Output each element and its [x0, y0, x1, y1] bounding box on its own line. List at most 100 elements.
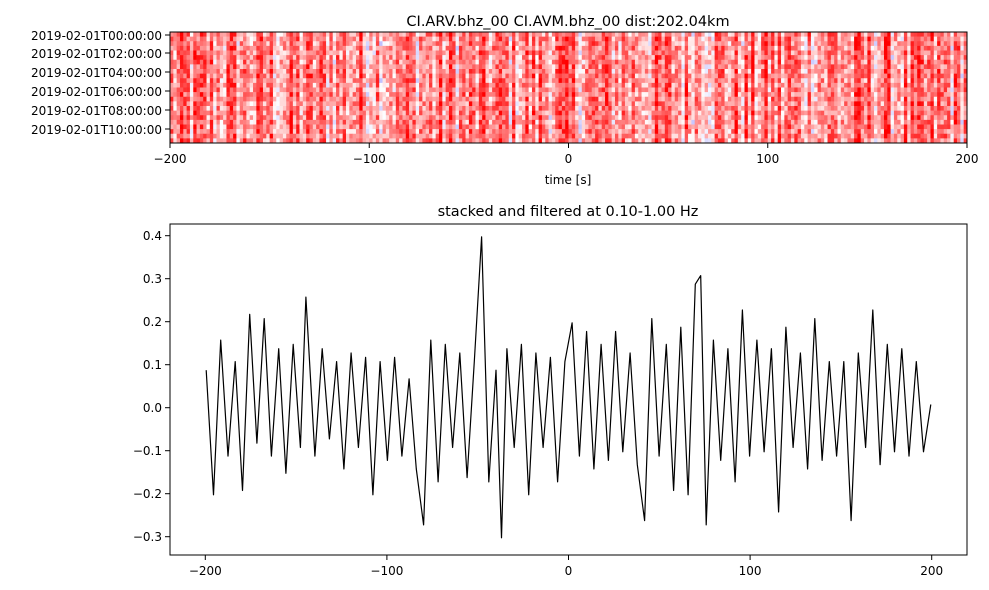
heatmap-cell — [276, 87, 280, 93]
heatmap-cell — [654, 55, 659, 61]
heatmap-cell — [678, 59, 682, 65]
heatmap-cell — [575, 106, 579, 111]
heatmap-cell — [900, 55, 905, 61]
heatmap-cell — [628, 32, 632, 37]
heatmap-cell — [551, 45, 556, 51]
heatmap-cell — [874, 50, 878, 56]
heatmap-cell — [661, 45, 666, 51]
heatmap-cell — [199, 124, 204, 130]
heatmap-cell — [850, 96, 855, 102]
heatmap-cell — [834, 119, 838, 125]
heatmap-cell — [834, 106, 838, 111]
heatmap-cell — [644, 73, 649, 79]
heatmap-cell — [611, 55, 616, 61]
heatmap-cell — [957, 41, 961, 47]
heatmap-cell — [495, 106, 500, 111]
heatmap-cell — [864, 110, 868, 116]
heatmap-cell — [595, 55, 599, 61]
heatmap-cell — [249, 106, 254, 111]
heatmap-cell — [628, 45, 632, 51]
heatmap-cell — [505, 119, 510, 125]
heatmap-cell — [618, 82, 622, 88]
heatmap-cell — [259, 69, 264, 74]
heatmap-cell — [243, 32, 247, 37]
heatmap-cell — [953, 92, 958, 98]
heatmap-cell — [548, 115, 553, 121]
heatmap-cell — [389, 69, 393, 74]
heatmap-cell — [840, 101, 845, 107]
heatmap-cell — [365, 59, 370, 65]
heatmap-cell — [409, 50, 413, 56]
heatmap-cell — [239, 69, 244, 74]
heatmap-cell — [329, 115, 334, 121]
heatmap-cell — [571, 82, 576, 88]
heatmap-cell — [292, 96, 297, 102]
heatmap-cell — [276, 32, 280, 37]
heatmap-cell — [864, 96, 868, 102]
heatmap-cell — [422, 78, 426, 84]
heatmap-cell — [595, 106, 599, 111]
heatmap-cell — [296, 64, 300, 70]
heatmap-cell — [259, 64, 264, 70]
heatmap-cell — [422, 96, 426, 102]
heatmap-cell — [864, 36, 868, 42]
heatmap-cell — [272, 101, 277, 107]
heatmap-cell — [874, 78, 878, 84]
heatmap-cell — [289, 55, 294, 61]
heatmap-cell — [309, 32, 314, 37]
heatmap-cell — [867, 101, 871, 107]
heatmap-cell — [605, 87, 609, 93]
heatmap-cell — [800, 69, 805, 74]
heatmap-cell — [624, 82, 629, 88]
heatmap-cell — [545, 32, 549, 37]
heatmap-cell — [282, 96, 287, 102]
heatmap-cell — [943, 36, 948, 42]
heatmap-cell — [349, 110, 353, 116]
heatmap-cell — [581, 119, 586, 125]
heatmap-cell — [375, 50, 380, 56]
heatmap-cell — [193, 73, 197, 79]
heatmap-cell — [229, 45, 234, 51]
heatmap-cell — [681, 50, 686, 56]
heatmap-cell — [551, 110, 556, 116]
heatmap-cell — [827, 50, 832, 56]
heatmap-cell — [824, 96, 828, 102]
heatmap-cell — [734, 101, 739, 107]
heatmap-cell — [312, 124, 317, 130]
heatmap-cell — [339, 115, 343, 121]
heatmap-cell — [276, 124, 280, 130]
heatmap-cell — [266, 50, 270, 56]
heatmap-cell — [791, 69, 795, 74]
heatmap-cell — [522, 115, 526, 121]
heatmap-cell — [455, 55, 460, 61]
heatmap-cell — [216, 82, 221, 88]
heatmap-cell — [279, 82, 284, 88]
heatmap-cell — [864, 50, 868, 56]
heatmap-cell — [648, 64, 652, 70]
heatmap-cell — [591, 36, 596, 42]
heatmap-cell — [498, 69, 503, 74]
heatmap-cell — [618, 87, 622, 93]
heatmap-cell — [867, 41, 871, 47]
heatmap-cell — [223, 110, 227, 116]
heatmap-cell — [595, 87, 599, 93]
heatmap-cell — [844, 45, 848, 51]
heatmap-cell — [419, 45, 423, 51]
heatmap-cell — [857, 59, 862, 65]
heatmap-cell — [239, 101, 244, 107]
heatmap-cell — [402, 69, 407, 74]
heatmap-cell — [671, 92, 676, 98]
heatmap-cell — [618, 64, 622, 70]
heatmap-cell — [834, 101, 838, 107]
heatmap-cell — [837, 101, 842, 107]
heatmap-cell — [734, 36, 739, 42]
heatmap-cell — [389, 73, 393, 79]
heatmap-cell — [382, 36, 387, 42]
heatmap-cell — [844, 87, 848, 93]
heatmap-cell — [379, 115, 383, 121]
heatmap-cell — [860, 59, 865, 65]
heatmap-cell — [937, 92, 941, 98]
heatmap-cell — [561, 32, 566, 37]
heatmap-cell — [369, 82, 373, 88]
heatmap-cell — [196, 59, 201, 65]
